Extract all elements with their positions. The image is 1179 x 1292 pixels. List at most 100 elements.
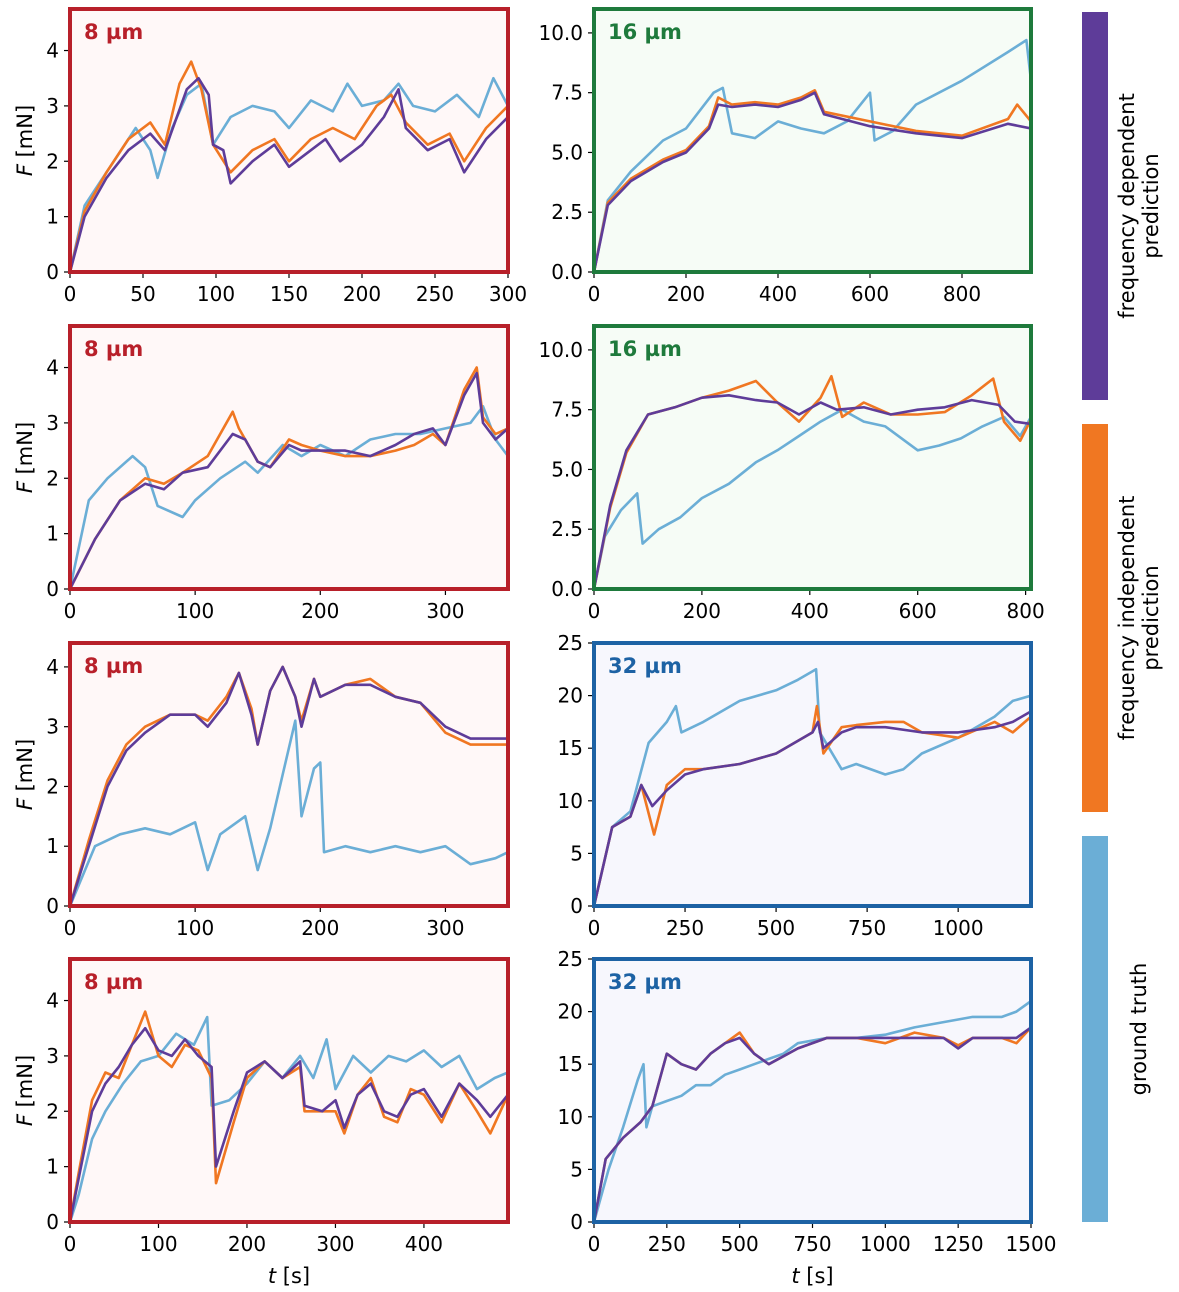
y-tick-label: 1	[46, 834, 59, 858]
plot-background	[594, 9, 1031, 272]
subplot-8: 0 250 500 750 1000 1250 1500 0 5 10 15 20 25 32 µm t […	[558, 947, 1057, 1288]
legend-label: ground truth	[1127, 963, 1151, 1096]
y-tick-label: 10	[558, 1105, 583, 1129]
series-line-frequency-dependent-prediction	[70, 76, 508, 272]
x-tick-label: 400	[759, 282, 797, 306]
legend-label: frequency independent	[1115, 496, 1139, 741]
x-tick-label: 300	[426, 599, 464, 623]
series-group	[594, 668, 1031, 906]
x-tick-label: 500	[721, 1232, 759, 1256]
series-line-frequency-independent-prediction	[594, 704, 1031, 906]
x-axis-label: t [s]	[791, 1264, 833, 1288]
x-tick-label: 100	[197, 282, 235, 306]
series-line-frequency-dependent-prediction	[594, 394, 1031, 589]
x-tick-label: 300	[316, 1232, 354, 1256]
plot-background	[70, 643, 508, 906]
x-tick-label: 1250	[933, 1232, 984, 1256]
x-tick-label: 1000	[933, 916, 984, 940]
subplot-6: 0 250 500 750 1000 0 5 10 15 20 25 32 µm	[558, 631, 1033, 940]
plot-frame	[592, 641, 1033, 908]
x-tick-label: 250	[648, 1232, 686, 1256]
subplot-3: 0 100 200 300 0 1 2 3 4 8 µm F [mN]	[13, 324, 510, 623]
y-tick-label: 5.0	[551, 140, 583, 164]
plot-background	[70, 326, 508, 589]
y-tick-label: 3	[46, 1044, 59, 1068]
y-tick-label: 3	[46, 411, 59, 435]
y-tick-label: 0	[46, 1210, 59, 1234]
plot-background	[594, 959, 1031, 1222]
series-group	[594, 38, 1031, 272]
legend-color-bar	[1082, 836, 1108, 1222]
subplot-4: 0 200 400 600 800 0.0 2.5 5.0 7.5 10.0 16 µm	[538, 324, 1045, 623]
y-tick-label: 2	[46, 149, 59, 173]
x-tick-label: 200	[343, 282, 381, 306]
series-line-frequency-dependent-prediction	[70, 665, 508, 906]
y-axis-label: F [mN]	[13, 1055, 37, 1126]
x-tick-label: 0	[64, 282, 77, 306]
series-line-ground-truth	[70, 405, 508, 589]
y-tick-label: 0	[570, 1210, 583, 1234]
x-axis-label: t [s]	[268, 1264, 310, 1288]
y-tick-label: 5	[570, 841, 583, 865]
diameter-tag: 8 µm	[84, 20, 143, 44]
y-tick-label: 25	[558, 631, 583, 655]
series-group	[70, 60, 508, 272]
subplot-1: 0 50 100 150 200 250 300 0 1 2 3 4 8 µm F [mN]	[13, 7, 527, 306]
series-line-frequency-independent-prediction	[70, 60, 508, 272]
y-tick-label: 1	[46, 205, 59, 229]
series-line-ground-truth	[594, 38, 1031, 272]
series-line-frequency-independent-prediction	[70, 366, 508, 589]
legend-label: prediction	[1139, 153, 1163, 258]
x-tick-label: 750	[793, 1232, 831, 1256]
series-group	[70, 1010, 508, 1222]
y-tick-label: 2	[46, 1099, 59, 1123]
y-tick-label: 20	[558, 1000, 583, 1024]
y-tick-label: 0	[46, 577, 59, 601]
y-tick-label: 3	[46, 94, 59, 118]
plot-frame	[68, 641, 510, 908]
series-group	[70, 366, 508, 589]
y-tick-label: 3	[46, 715, 59, 739]
y-axis-label: F [mN]	[13, 105, 37, 176]
x-tick-label: 200	[667, 282, 705, 306]
legend: frequency dependent prediction frequency i…	[1082, 12, 1163, 1222]
y-tick-label: 15	[558, 736, 583, 760]
x-tick-label: 250	[666, 916, 704, 940]
y-tick-label: 20	[558, 684, 583, 708]
x-tick-label: 200	[301, 599, 339, 623]
series-line-ground-truth	[594, 668, 1031, 906]
y-tick-label: 10.0	[538, 338, 583, 362]
y-tick-label: 4	[46, 356, 59, 380]
y-tick-label: 0	[46, 260, 59, 284]
series-line-frequency-dependent-prediction	[70, 1026, 508, 1222]
plot-background	[594, 643, 1031, 906]
x-tick-label: 400	[791, 599, 829, 623]
y-tick-label: 5.0	[551, 457, 583, 481]
diameter-tag: 32 µm	[608, 970, 682, 994]
y-tick-label: 4	[46, 655, 59, 679]
y-tick-label: 10.0	[538, 21, 583, 45]
diameter-tag: 16 µm	[608, 337, 682, 361]
y-tick-label: 4	[46, 989, 59, 1013]
x-tick-label: 600	[899, 599, 937, 623]
diameter-tag: 16 µm	[608, 20, 682, 44]
x-tick-label: 200	[683, 599, 721, 623]
y-tick-label: 7.5	[551, 81, 583, 105]
plot-frame	[68, 7, 510, 274]
x-tick-label: 100	[139, 1232, 177, 1256]
x-tick-label: 0	[588, 282, 601, 306]
plot-frame	[592, 957, 1033, 1224]
series-group	[594, 1000, 1031, 1222]
legend-label: frequency dependent	[1115, 93, 1139, 319]
x-tick-label: 400	[405, 1232, 443, 1256]
y-tick-label: 5	[570, 1157, 583, 1181]
x-tick-label: 100	[176, 916, 214, 940]
series-line-ground-truth	[594, 1000, 1031, 1222]
x-tick-label: 100	[176, 599, 214, 623]
plot-frame	[68, 324, 510, 591]
series-line-frequency-dependent-prediction	[594, 710, 1031, 906]
x-tick-label: 200	[228, 1232, 266, 1256]
series-line-frequency-dependent-prediction	[594, 91, 1031, 272]
x-tick-label: 600	[851, 282, 889, 306]
diameter-tag: 8 µm	[84, 337, 143, 361]
